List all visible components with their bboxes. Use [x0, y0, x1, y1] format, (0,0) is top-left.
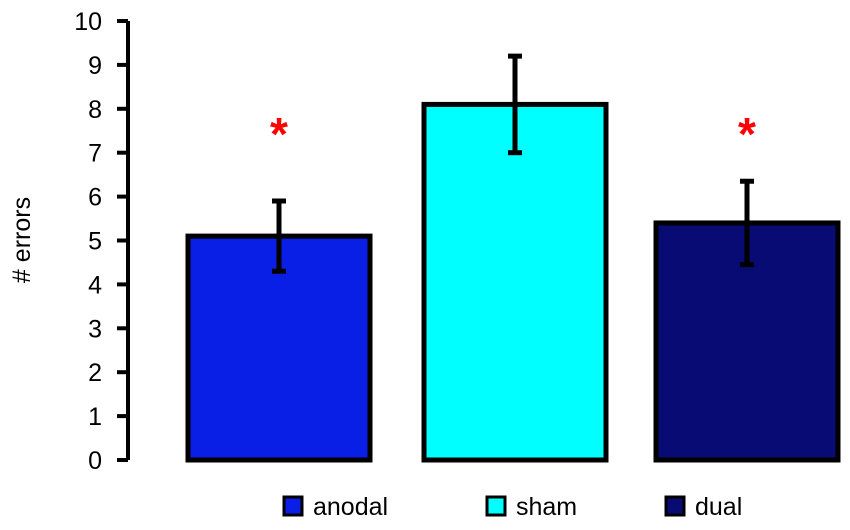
legend-label-sham: sham [516, 493, 577, 521]
y-tick-label: 6 [88, 184, 102, 212]
significance-annotations: * * [270, 108, 756, 160]
y-tick-label: 0 [88, 447, 102, 475]
y-tick-label: 2 [88, 359, 102, 387]
bar-sham [421, 101, 609, 463]
legend: anodal sham dual [282, 493, 742, 521]
y-tick-label: 5 [88, 228, 102, 256]
legend-swatch-anodal [282, 495, 304, 517]
y-tick-label: 8 [88, 96, 102, 124]
legend-label-anodal: anodal [313, 493, 388, 521]
y-tick-label: 1 [88, 403, 102, 431]
legend-swatch-sham [485, 495, 507, 517]
significance-star-anodal: * [270, 108, 288, 160]
y-tick-label: 7 [88, 140, 102, 168]
legend-label-dual: dual [695, 493, 742, 521]
y-tick-label: 3 [88, 315, 102, 343]
significance-star-dual: * [738, 108, 756, 160]
y-axis: 0 1 2 3 4 5 6 7 8 9 10 [74, 8, 130, 475]
legend-swatch-dual [664, 495, 686, 517]
y-tick-label: 10 [74, 8, 102, 36]
y-axis-title: # errors [8, 197, 36, 283]
y-tick-label: 9 [88, 52, 102, 80]
y-tick-label: 4 [88, 271, 102, 299]
error-bars [272, 53, 754, 274]
